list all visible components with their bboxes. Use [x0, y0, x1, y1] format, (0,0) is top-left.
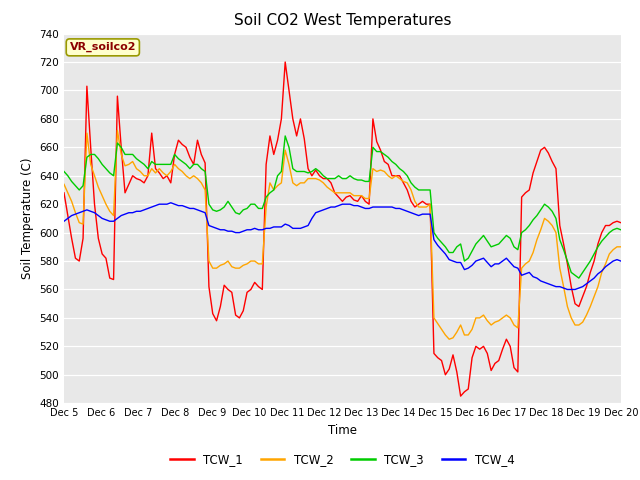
TCW_2 [113, 127, 121, 133]
TCW_1 [617, 220, 625, 226]
X-axis label: Time: Time [328, 424, 357, 437]
TCW_4 [502, 255, 510, 261]
Legend: TCW_1, TCW_2, TCW_3, TCW_4: TCW_1, TCW_2, TCW_3, TCW_4 [166, 449, 519, 471]
TCW_4 [60, 218, 68, 224]
TCW_3 [575, 275, 582, 281]
TCW_4 [617, 258, 625, 264]
TCW_2 [243, 261, 251, 267]
TCW_2 [60, 181, 68, 187]
TCW_4 [167, 200, 175, 205]
TCW_2 [369, 166, 377, 171]
TCW_1 [457, 393, 465, 399]
TCW_3 [502, 233, 510, 239]
Text: VR_soilco2: VR_soilco2 [70, 42, 136, 52]
TCW_1 [239, 308, 247, 314]
TCW_4 [212, 226, 220, 231]
TCW_1 [209, 311, 216, 316]
TCW_1 [499, 346, 506, 352]
TCW_1 [60, 190, 68, 196]
TCW_4 [495, 261, 502, 267]
TCW_4 [243, 227, 251, 233]
Line: TCW_3: TCW_3 [64, 136, 621, 278]
TCW_2 [499, 315, 506, 321]
TCW_4 [369, 204, 377, 210]
TCW_3 [617, 227, 625, 233]
TCW_2 [453, 329, 461, 335]
TCW_3 [282, 133, 289, 139]
Line: TCW_1: TCW_1 [64, 62, 621, 396]
TCW_3 [495, 241, 502, 247]
TCW_3 [239, 207, 247, 213]
TCW_1 [449, 352, 457, 358]
TCW_3 [60, 168, 68, 174]
TCW_2 [617, 244, 625, 250]
TCW_3 [369, 144, 377, 150]
TCW_4 [564, 287, 572, 292]
Line: TCW_4: TCW_4 [64, 203, 621, 289]
Title: Soil CO2 West Temperatures: Soil CO2 West Temperatures [234, 13, 451, 28]
TCW_3 [449, 250, 457, 255]
TCW_2 [445, 336, 453, 342]
Line: TCW_2: TCW_2 [64, 130, 621, 339]
TCW_2 [212, 265, 220, 271]
TCW_4 [449, 258, 457, 264]
TCW_1 [282, 59, 289, 65]
Y-axis label: Soil Temperature (C): Soil Temperature (C) [21, 157, 34, 279]
TCW_1 [506, 344, 514, 349]
TCW_2 [506, 315, 514, 321]
TCW_1 [369, 116, 377, 122]
TCW_3 [209, 207, 216, 213]
